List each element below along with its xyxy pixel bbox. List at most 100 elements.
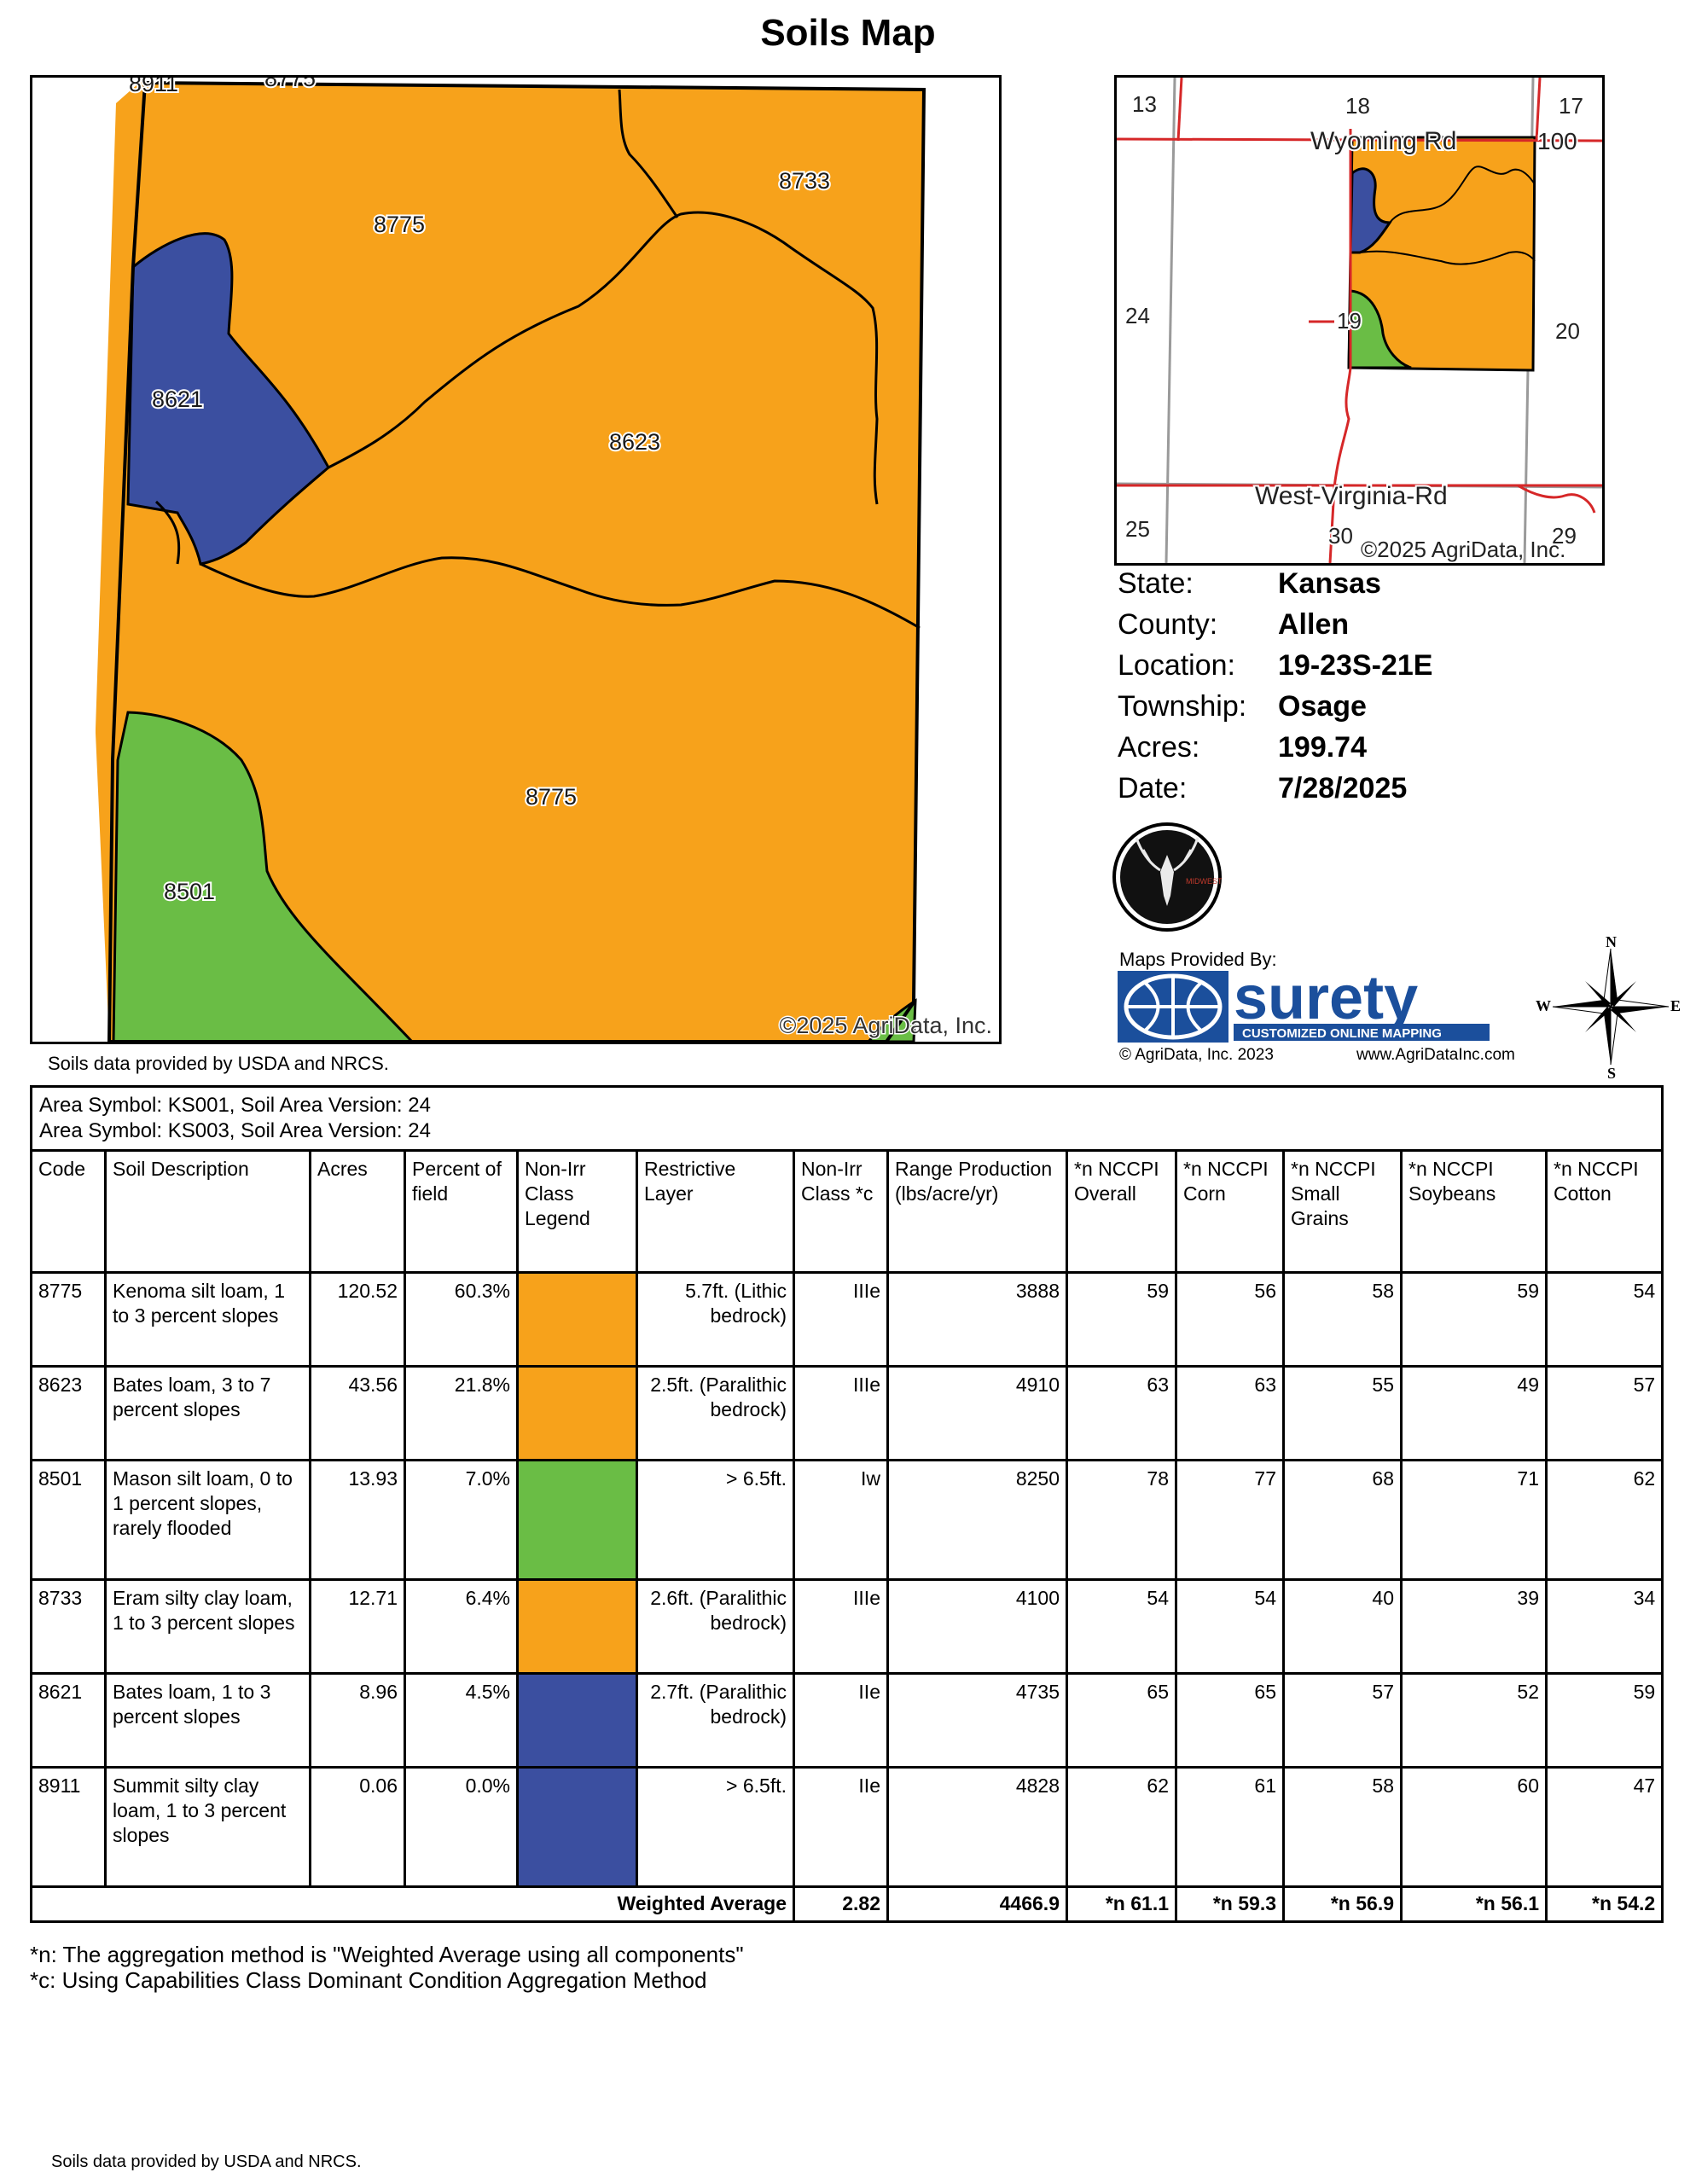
- compass-e: E: [1670, 997, 1681, 1014]
- road-label-wyoming: Wyoming Rd: [1310, 127, 1456, 155]
- weighted-average-small-grains: *n 56.9: [1282, 1885, 1403, 1923]
- weighted-average-cotton: *n 54.2: [1544, 1885, 1664, 1923]
- table-row: 8623 Bates loam, 3 to 7 percent slopes 43.…: [30, 1365, 1664, 1461]
- soil-region-orange[interactable]: [67, 78, 924, 1042]
- info-value: Kansas: [1278, 567, 1381, 600]
- soil-label: 8733: [779, 168, 830, 194]
- nccpi-corn: 54: [1175, 1578, 1285, 1675]
- agridata-copyright: © AgriData, Inc. 2023: [1119, 1046, 1274, 1064]
- compass-rose: N S E W: [1536, 933, 1681, 1082]
- weighted-average-overall: *n 61.1: [1066, 1885, 1177, 1923]
- surety-logo[interactable]: surety CUSTOMIZED ONLINE MAPPING: [1118, 964, 1510, 1043]
- area-symbol-row: Area Symbol: KS001, Soil Area Version: 2…: [29, 1085, 1664, 1152]
- nccpi-corn: 77: [1175, 1459, 1285, 1581]
- soil-percent: 21.8%: [404, 1365, 519, 1461]
- compass-icon: [1552, 948, 1670, 1066]
- nccpi-corn: 56: [1175, 1271, 1285, 1368]
- soils-map-canvas: 8775 8733 8621 8623 8775 8501 8911 8775 …: [32, 78, 999, 1042]
- info-value: Osage: [1278, 690, 1367, 723]
- nccpi-cotton: 62: [1544, 1459, 1664, 1581]
- soil-rows: 8775 Kenoma silt loam, 1 to 3 percent slo…: [30, 1271, 1664, 1888]
- soil-description: Bates loam, 3 to 7 percent slopes: [104, 1365, 311, 1461]
- weighted-average-soybeans: *n 56.1: [1400, 1885, 1548, 1923]
- road-number: 100: [1537, 128, 1577, 154]
- locator-boundary: [1389, 166, 1536, 224]
- section-line: [1165, 78, 1176, 563]
- info-label: Township:: [1118, 690, 1247, 723]
- non-irr-class: IIIe: [793, 1271, 889, 1368]
- nccpi-corn: 63: [1175, 1365, 1285, 1461]
- locator-green[interactable]: [1347, 289, 1412, 369]
- info-value: 7/28/2025: [1278, 772, 1408, 804]
- section-number: 29: [1552, 523, 1577, 549]
- non-irr-class: IIe: [793, 1766, 889, 1888]
- soil-acres: 13.93: [309, 1459, 406, 1581]
- info-value: Allen: [1278, 608, 1350, 641]
- soil-acres: 0.06: [309, 1766, 406, 1888]
- section-number: 25: [1125, 516, 1150, 542]
- road-line: [1535, 78, 1542, 142]
- info-label: County:: [1118, 608, 1218, 641]
- column-header: *n NCCPI Cotton: [1544, 1149, 1664, 1274]
- column-header: *n NCCPI Corn: [1175, 1149, 1285, 1274]
- table-row: 8501 Mason silt loam, 0 to 1 percent slop…: [30, 1459, 1664, 1581]
- compass-n: N: [1606, 933, 1617, 950]
- soil-boundary-line: [328, 211, 879, 505]
- nccpi-small-grains: 58: [1282, 1766, 1403, 1888]
- range-production: 4100: [886, 1578, 1068, 1675]
- nccpi-small-grains: 68: [1282, 1459, 1403, 1581]
- non-irr-class: IIe: [793, 1672, 889, 1769]
- section-number: 17: [1559, 93, 1583, 119]
- weighted-average-row: Weighted Average 2.82 4466.9 *n 61.1 *n …: [30, 1885, 1664, 1923]
- footnote: *n: The aggregation method is "Weighted …: [30, 1942, 744, 1967]
- surety-globe-icon: surety CUSTOMIZED ONLINE MAPPING: [1118, 964, 1490, 1043]
- soil-description: Bates loam, 1 to 3 percent slopes: [104, 1672, 311, 1769]
- table-header-row: Code Soil Description Acres Percent of f…: [30, 1149, 1664, 1274]
- soil-acres: 120.52: [309, 1271, 406, 1368]
- nccpi-cotton: 57: [1544, 1365, 1664, 1461]
- area-symbol-cell: Area Symbol: KS001, Soil Area Version: 2…: [29, 1085, 1664, 1152]
- legend-swatch: [516, 1365, 638, 1461]
- inset-copyright: ©2025 AgriData, Inc.: [1361, 537, 1565, 562]
- soil-boundary-line: [200, 556, 921, 630]
- info-label: Acres:: [1118, 731, 1200, 764]
- soil-percent: 4.5%: [404, 1672, 519, 1769]
- restrictive-layer: 2.5ft. (Paralithic bedrock): [636, 1365, 795, 1461]
- column-header: Restrictive Layer: [636, 1149, 795, 1274]
- soil-region-8501[interactable]: [112, 711, 415, 1042]
- locator-blue[interactable]: [1349, 167, 1392, 254]
- column-header: *n NCCPI Soybeans: [1400, 1149, 1548, 1274]
- nccpi-cotton: 47: [1544, 1766, 1664, 1888]
- restrictive-layer: 2.7ft. (Paralithic bedrock): [636, 1672, 795, 1769]
- soils-map[interactable]: 8775 8733 8621 8623 8775 8501 8911 8775 …: [30, 75, 1002, 1044]
- nccpi-overall: 59: [1066, 1271, 1177, 1368]
- table-row: 8775 Kenoma silt loam, 1 to 3 percent slo…: [30, 1271, 1664, 1368]
- page-title: Soils Map: [760, 12, 936, 54]
- soil-acres: 12.71: [309, 1578, 406, 1675]
- nccpi-soybeans: 52: [1400, 1672, 1548, 1769]
- soil-label: 8621: [152, 386, 203, 412]
- nccpi-overall: 62: [1066, 1766, 1177, 1888]
- range-production: 4828: [886, 1766, 1068, 1888]
- nccpi-soybeans: 59: [1400, 1271, 1548, 1368]
- table-row: 8621 Bates loam, 1 to 3 percent slopes 8.9…: [30, 1672, 1664, 1769]
- deer-logo-icon: MIDWEST: [1112, 822, 1223, 932]
- locator-map[interactable]: Wyoming Rd West-Virginia-Rd 100 13 18 17…: [1114, 75, 1605, 566]
- non-irr-class: IIIe: [793, 1578, 889, 1675]
- soil-description: Kenoma silt loam, 1 to 3 percent slopes: [104, 1271, 311, 1368]
- soil-acres: 43.56: [309, 1365, 406, 1461]
- logo-text: MIDWEST: [1186, 877, 1223, 886]
- column-header: *n NCCPI Overall: [1066, 1149, 1177, 1274]
- legend-swatch: [516, 1578, 638, 1675]
- column-header: Percent of field: [404, 1149, 519, 1274]
- section-number: 18: [1345, 93, 1370, 119]
- info-value: 199.74: [1278, 731, 1367, 764]
- nccpi-cotton: 34: [1544, 1578, 1664, 1675]
- agridata-website[interactable]: www.AgriDataInc.com: [1356, 1046, 1515, 1064]
- soil-percent: 6.4%: [404, 1578, 519, 1675]
- soil-label: 8775: [374, 212, 425, 237]
- legend-swatch: [516, 1672, 638, 1769]
- soil-table: Area Symbol: KS001, Soil Area Version: 2…: [29, 1085, 1664, 1923]
- range-production: 4735: [886, 1672, 1068, 1769]
- soil-label-edge: 8911: [129, 78, 178, 96]
